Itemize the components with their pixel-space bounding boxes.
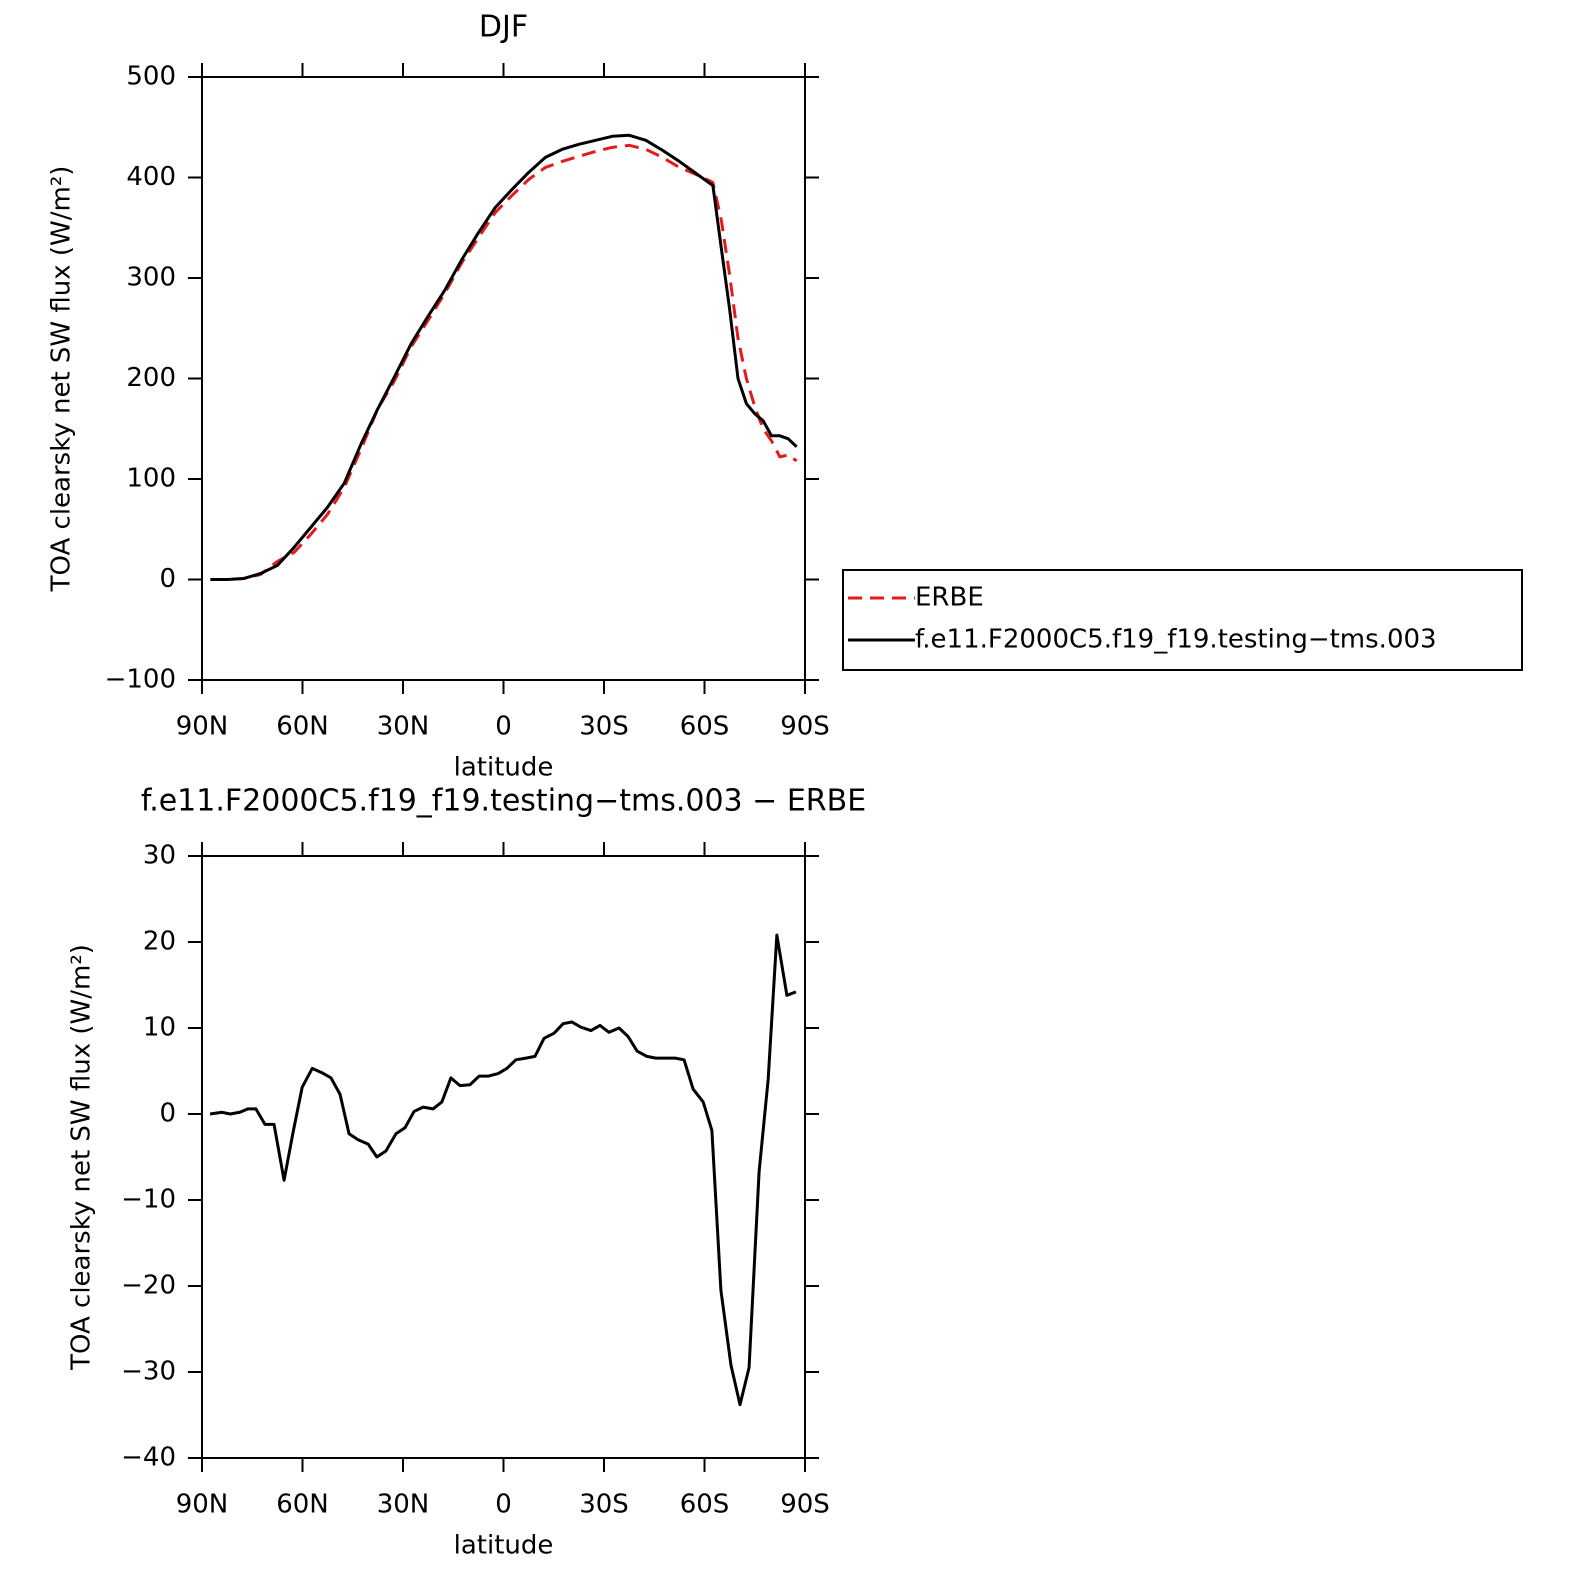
- x-axis-label: latitude: [454, 753, 554, 783]
- x-tick-label: 30S: [579, 712, 629, 742]
- x-tick-label: 60N: [276, 1490, 329, 1520]
- y-axis-label: TOA clearsky net SW flux (W/m²): [67, 944, 97, 1371]
- x-tick-label: 90S: [780, 1490, 830, 1520]
- x-tick-label: 90N: [176, 712, 229, 742]
- legend-label: f.e11.F2000C5.f19_f19.testing−tms.003: [915, 625, 1437, 655]
- x-tick-label: 0: [495, 1490, 512, 1520]
- y-tick-label: −40: [121, 1443, 176, 1473]
- legend-box: [842, 569, 1523, 671]
- y-tick-label: 100: [126, 464, 176, 494]
- x-tick-label: 60N: [276, 712, 329, 742]
- x-tick-label: 30N: [377, 1490, 430, 1520]
- y-tick-label: 20: [143, 927, 176, 957]
- x-tick-label: 90S: [780, 712, 830, 742]
- data-line: [210, 143, 798, 581]
- x-tick-label: 60S: [680, 1490, 730, 1520]
- x-tick-label: 30N: [377, 712, 430, 742]
- x-tick-label: 0: [495, 712, 512, 742]
- y-tick-label: 500: [126, 62, 176, 92]
- chart-title: f.e11.F2000C5.f19_f19.testing−tms.003 − …: [141, 784, 866, 819]
- y-tick-label: 300: [126, 263, 176, 293]
- y-tick-label: 200: [126, 363, 176, 393]
- y-axis-label: TOA clearsky net SW flux (W/m²): [47, 166, 77, 593]
- y-tick-label: 10: [143, 1013, 176, 1043]
- plot-frame: [201, 855, 806, 1459]
- y-tick-label: 0: [159, 1099, 176, 1129]
- chart-title: DJF: [479, 10, 528, 45]
- y-tick-label: 0: [159, 564, 176, 594]
- y-tick-label: −20: [121, 1271, 176, 1301]
- x-tick-label: 60S: [680, 712, 730, 742]
- x-tick-label: 30S: [579, 1490, 629, 1520]
- y-tick-label: 400: [126, 162, 176, 192]
- y-tick-label: −10: [121, 1185, 176, 1215]
- y-tick-label: −100: [105, 665, 176, 695]
- data-line: [209, 933, 797, 1407]
- y-tick-label: −30: [121, 1357, 176, 1387]
- x-tick-label: 90N: [176, 1490, 229, 1520]
- data-line: [210, 133, 798, 581]
- plot-frame: [201, 76, 806, 681]
- legend-label: ERBE: [915, 583, 984, 613]
- x-axis-label: latitude: [454, 1531, 554, 1561]
- y-tick-label: 30: [143, 841, 176, 871]
